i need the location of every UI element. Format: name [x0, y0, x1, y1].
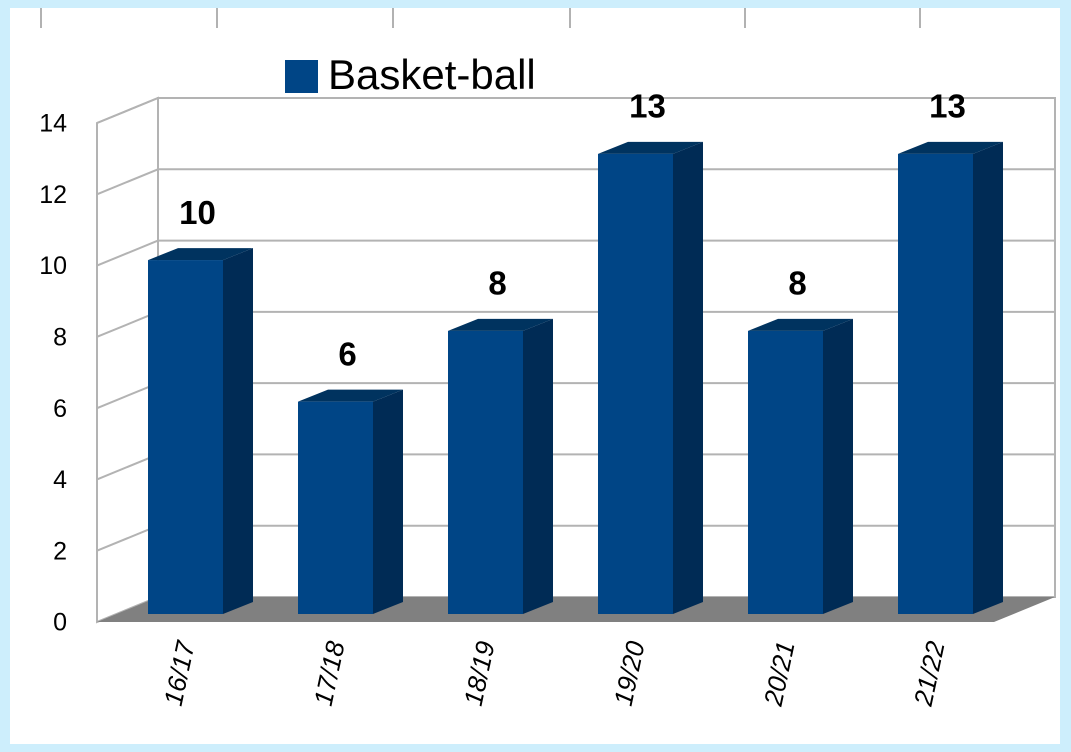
- bar-top: [448, 318, 553, 331]
- data-label: 8: [788, 265, 806, 302]
- bar: [448, 330, 523, 614]
- grid-line: [96, 239, 159, 267]
- bar-top: [298, 389, 403, 402]
- data-label: 8: [488, 265, 506, 302]
- bar-top: [898, 141, 1003, 154]
- grid-line: [96, 453, 159, 481]
- bar: [898, 153, 973, 614]
- bar-side: [973, 141, 1003, 614]
- bar: [148, 260, 223, 614]
- bar-side: [673, 141, 703, 614]
- y-tick-label: 8: [53, 323, 67, 351]
- bar-side: [523, 318, 553, 614]
- grid-line: [96, 97, 159, 124]
- bar: [748, 330, 823, 614]
- bar-side: [223, 248, 253, 615]
- legend-swatch: [285, 60, 318, 93]
- legend-label: Basket-ball: [328, 51, 536, 98]
- bar: [298, 401, 373, 614]
- bar-side: [823, 318, 853, 614]
- bar-top: [598, 141, 703, 154]
- bar-top: [748, 318, 853, 331]
- bar-top: [148, 248, 253, 261]
- y-tick-label: 2: [53, 537, 67, 565]
- data-label: 13: [629, 88, 666, 125]
- y-tick-label: 4: [53, 466, 67, 494]
- grid-line: [96, 524, 159, 552]
- top-ticks: [40, 8, 921, 28]
- bar-side: [373, 389, 403, 614]
- grid-line: [96, 310, 159, 338]
- data-label: 6: [338, 335, 356, 372]
- grid-line: [96, 168, 159, 196]
- y-tick-label: 0: [53, 609, 67, 637]
- data-label: 13: [929, 88, 966, 125]
- grid-line: [96, 382, 159, 410]
- y-tick-label: 14: [39, 110, 67, 138]
- data-label: 10: [179, 194, 216, 231]
- y-tick-label: 6: [53, 395, 67, 423]
- bar: [598, 153, 673, 614]
- y-tick-label: 10: [39, 252, 67, 280]
- y-tick-label: 12: [39, 181, 67, 209]
